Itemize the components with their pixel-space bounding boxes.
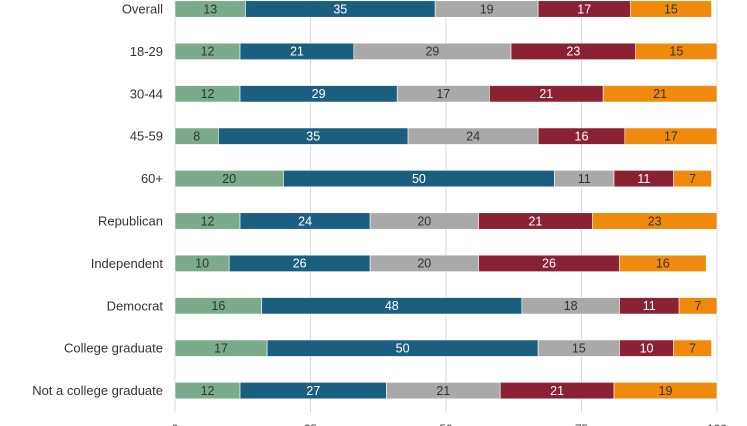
data-label-r4-s3: 11: [637, 172, 650, 186]
data-label-r8-s0: 17: [214, 342, 228, 356]
data-label-r0-s1: 35: [333, 2, 347, 16]
data-label-r8-s4: 7: [689, 342, 696, 356]
data-label-r6-s0: 10: [195, 257, 209, 271]
data-label-r8-s2: 15: [572, 342, 586, 356]
data-label-r9-s4: 19: [659, 384, 673, 398]
data-label-r9-s2: 21: [436, 384, 450, 398]
category-label-8: College graduate: [64, 341, 163, 356]
category-label-4: 60+: [141, 171, 163, 186]
bar-segment-r5-s4: [592, 212, 718, 230]
data-label-r0-s3: 17: [577, 2, 591, 16]
x-tick-label-2: 50: [439, 422, 453, 426]
bar-segment-r7-s4: [678, 297, 718, 315]
data-label-r2-s0: 12: [201, 87, 215, 101]
data-label-r3-s1: 35: [306, 130, 320, 144]
bar-segment-r0-s4: [629, 0, 712, 18]
data-label-r8-s3: 10: [640, 342, 654, 356]
category-label-7: Democrat: [107, 298, 164, 313]
category-label-0: Overall: [122, 2, 163, 17]
bar-segment-r2-s4: [602, 85, 718, 103]
data-label-r8-s1: 50: [396, 342, 410, 356]
data-label-r2-s1: 29: [312, 87, 326, 101]
x-tick-label-3: 75: [575, 422, 589, 426]
data-label-r7-s3: 11: [643, 299, 656, 313]
data-label-r5-s0: 12: [201, 214, 215, 228]
data-label-r2-s2: 17: [436, 87, 450, 101]
data-label-r3-s4: 17: [664, 130, 678, 144]
bar-segment-r6-s4: [619, 254, 707, 272]
category-label-3: 45-59: [130, 129, 163, 144]
category-label-6: Independent: [91, 256, 164, 271]
data-label-r5-s3: 21: [528, 214, 542, 228]
data-label-r3-s2: 24: [466, 130, 480, 144]
data-label-r2-s3: 21: [539, 87, 553, 101]
data-label-r1-s0: 12: [201, 45, 215, 59]
data-label-r4-s4: 7: [689, 172, 696, 186]
data-label-r3-s0: 8: [193, 130, 200, 144]
x-tick-label-1: 25: [304, 422, 318, 426]
data-label-r2-s4: 21: [653, 87, 667, 101]
data-label-r6-s2: 20: [417, 257, 431, 271]
data-label-r7-s0: 16: [211, 299, 225, 313]
data-label-r1-s1: 21: [290, 45, 304, 59]
data-label-r6-s1: 26: [293, 257, 307, 271]
data-label-r4-s1: 50: [412, 172, 426, 186]
data-label-r3-s3: 16: [575, 130, 589, 144]
x-tick-label-4: 100: [707, 422, 727, 426]
bar-segment-r9-s4: [613, 382, 718, 400]
bar-segment-r3-s4: [624, 127, 718, 145]
category-label-1: 18-29: [130, 44, 163, 59]
data-label-r7-s2: 18: [564, 299, 578, 313]
data-label-r1-s4: 15: [669, 45, 683, 59]
data-label-r9-s3: 21: [550, 384, 564, 398]
data-label-r4-s2: 11: [578, 172, 591, 186]
data-label-r0-s0: 13: [203, 2, 217, 16]
category-label-2: 30-44: [130, 86, 163, 101]
data-label-r6-s3: 26: [542, 257, 556, 271]
data-label-r1-s2: 29: [425, 45, 439, 59]
data-label-r1-s3: 23: [566, 45, 580, 59]
category-labels: Overall 18-29 30-44 45-59 60+ Republican Indep…: [32, 2, 163, 399]
x-tick-label-0: 0: [172, 422, 179, 426]
data-label-r6-s4: 16: [656, 257, 670, 271]
data-label-r7-s1: 48: [385, 299, 399, 313]
bar-segment-r4-s4: [673, 170, 712, 188]
data-label-r0-s2: 19: [480, 2, 494, 16]
bars: 13 35 19 17 15 12 21 29 23 15 12 29 17 21 21 8 35 24 16 17 2…: [174, 0, 718, 400]
data-label-r5-s1: 24: [298, 214, 312, 228]
data-label-r5-s2: 20: [417, 214, 431, 228]
data-label-r5-s4: 23: [648, 214, 662, 228]
data-label-r7-s4: 7: [695, 299, 702, 313]
bar-segment-r8-s4: [673, 339, 712, 357]
data-label-r9-s0: 12: [201, 384, 215, 398]
x-axis-ticks: 0 25 50 75 100: [172, 422, 728, 426]
bar-segment-r1-s4: [635, 42, 718, 60]
data-label-r0-s4: 15: [664, 2, 678, 16]
data-label-r9-s1: 27: [306, 384, 320, 398]
category-label-9: Not a college graduate: [32, 383, 163, 398]
category-label-5: Republican: [98, 214, 163, 229]
data-label-r4-s0: 20: [222, 172, 236, 186]
